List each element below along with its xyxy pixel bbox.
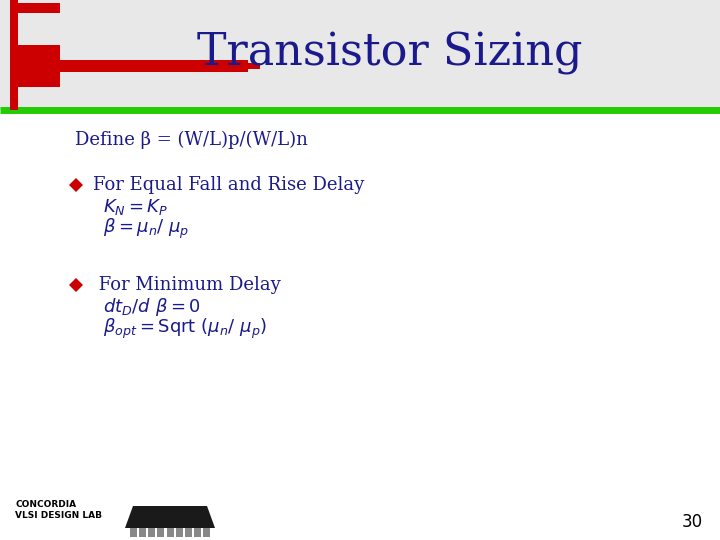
Text: For Minimum Delay: For Minimum Delay [93, 276, 281, 294]
Text: 30: 30 [682, 513, 703, 531]
Bar [194, 528, 201, 537]
Bar [139, 528, 146, 537]
Bar [18, 45, 60, 87]
Bar [148, 528, 156, 537]
Text: $\beta_{opt} = \mathrm{Sqrt}\ (\mu_n/ \ \mu_p)$: $\beta_{opt} = \mathrm{Sqrt}\ (\mu_n/ \ … [103, 317, 267, 341]
Text: $\beta = \mu_n/ \ \mu_p$: $\beta = \mu_n/ \ \mu_p$ [103, 217, 189, 241]
Bar [158, 528, 164, 537]
Bar [18, 60, 248, 72]
Polygon shape [125, 506, 215, 528]
Bar [130, 528, 137, 537]
Text: CONCORDIA
VLSI DESIGN LAB: CONCORDIA VLSI DESIGN LAB [15, 500, 102, 521]
Bar [60, 63, 260, 69]
Bar [0, 0, 720, 110]
Bar [203, 528, 210, 537]
Text: Transistor Sizing: Transistor Sizing [197, 31, 582, 75]
Text: $K_N=K_P$: $K_N=K_P$ [103, 197, 168, 217]
Bar [185, 528, 192, 537]
Text: For Equal Fall and Rise Delay: For Equal Fall and Rise Delay [93, 176, 364, 194]
Bar [10, 3, 60, 13]
Bar [10, 0, 18, 110]
Bar [176, 528, 183, 537]
Text: $dt_D/d\ \beta = 0$: $dt_D/d\ \beta = 0$ [103, 296, 201, 318]
Text: Define β = (W/L)p/(W/L)n: Define β = (W/L)p/(W/L)n [75, 131, 308, 149]
Bar [166, 528, 174, 537]
